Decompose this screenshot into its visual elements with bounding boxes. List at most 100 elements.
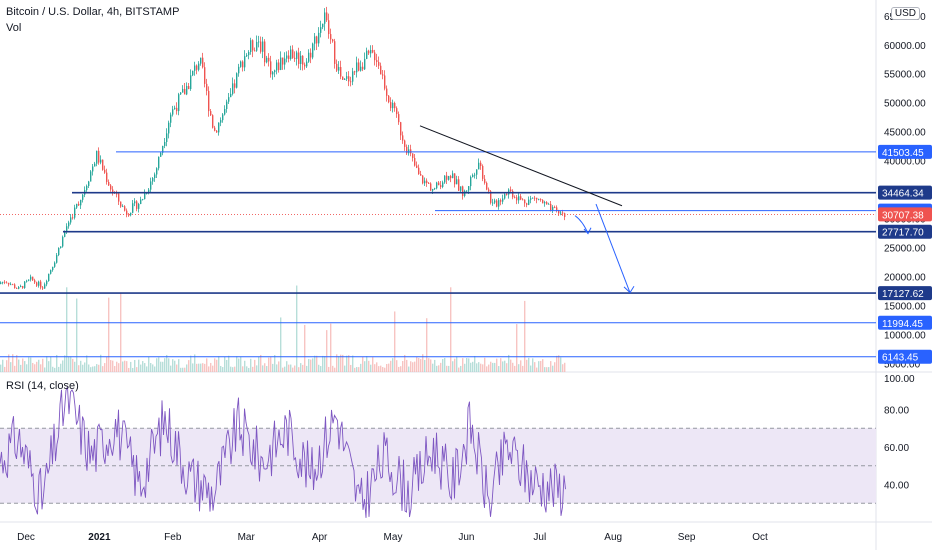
candle-body: [378, 61, 380, 66]
volume-bar: [22, 358, 24, 372]
volume-bar: [464, 363, 466, 372]
volume-bar: [318, 364, 320, 372]
candle-body: [396, 108, 398, 115]
candle-body: [224, 108, 226, 115]
volume-bar: [238, 358, 240, 372]
volume-bar: [120, 292, 122, 372]
price-tag-label: 11994.45: [882, 319, 923, 330]
volume-bar: [478, 362, 480, 372]
rsi-label[interactable]: RSI (14, close): [6, 380, 79, 392]
volume-bar: [206, 358, 208, 372]
candle-body: [394, 102, 396, 109]
volume-bar: [336, 354, 338, 372]
volume-bar: [380, 365, 382, 372]
candle-body: [194, 65, 196, 71]
volume-bar: [52, 366, 54, 372]
candle-body: [560, 212, 562, 214]
volume-bar: [538, 361, 540, 372]
candle-body: [190, 75, 192, 90]
volume-bar: [210, 362, 212, 372]
candle-body: [94, 163, 96, 167]
volume-bar: [246, 366, 248, 372]
volume-bar: [102, 366, 104, 372]
candle-body: [418, 167, 420, 175]
candles: [0, 6, 566, 291]
annotations[interactable]: [419, 125, 635, 294]
rsi-axis[interactable]: 100.00 80.00 60.00 40.00: [884, 374, 915, 492]
candle-body: [308, 52, 310, 62]
volume-bar: [196, 363, 198, 372]
volume-bar: [560, 357, 562, 372]
volume-bar: [304, 324, 306, 372]
volume-bar: [460, 365, 462, 372]
volume-bar: [546, 367, 548, 372]
volume-bar: [396, 360, 398, 372]
candle-body: [232, 83, 234, 94]
candle-body: [32, 276, 34, 281]
volume-bar: [388, 363, 390, 372]
candle-body: [286, 55, 288, 59]
candle-body: [218, 122, 220, 133]
volume-bar: [258, 356, 260, 372]
candle-body: [546, 202, 548, 205]
volume-bar: [356, 367, 358, 372]
candle-body: [130, 212, 132, 216]
candle-body: [440, 185, 442, 187]
volume-bar: [326, 330, 328, 372]
candle-body: [112, 189, 114, 193]
currency-badge[interactable]: USD: [890, 7, 920, 20]
volume-bar: [392, 358, 394, 372]
candle-body: [332, 39, 334, 42]
volume-bar: [140, 364, 142, 372]
candle-body: [506, 194, 508, 195]
volume-bar: [132, 367, 134, 372]
volume-bar: [148, 356, 150, 372]
candle-body: [120, 201, 122, 207]
candle-body: [324, 12, 326, 24]
volume-bar: [68, 356, 70, 372]
volume-bar: [224, 356, 226, 372]
candle-body: [106, 172, 108, 182]
candle-body: [492, 202, 494, 204]
candle-body: [316, 36, 318, 44]
time-axis[interactable]: Dec 2021 Feb Mar Apr May Jun Jul Aug Sep Oct: [17, 532, 768, 543]
candle-body: [376, 60, 378, 62]
volume-bar: [528, 357, 530, 372]
candle-body: [296, 52, 298, 59]
candle-body: [244, 56, 246, 68]
volume-bar: [480, 363, 482, 372]
volume-bar: [80, 360, 82, 372]
candle-body: [340, 67, 342, 77]
candle-body: [160, 152, 162, 157]
price-tick-label: 55000.00: [884, 70, 926, 81]
horizontal-levels[interactable]: [0, 151, 876, 358]
rsi-line: [0, 386, 566, 518]
volume-bar: [516, 324, 518, 372]
candle-body: [530, 198, 532, 200]
candle-body: [404, 140, 406, 147]
volume-bar: [208, 366, 210, 372]
price-tick-label: 15000.00: [884, 301, 926, 312]
volume-bar: [176, 364, 178, 372]
candle-body: [220, 120, 222, 123]
chart-title[interactable]: Bitcoin / U.S. Dollar, 4h, BITSTAMP: [6, 6, 180, 18]
candle-body: [518, 196, 520, 201]
candle-body: [270, 61, 272, 75]
candle-body: [458, 179, 460, 191]
volume-bar: [96, 364, 98, 372]
volume-bar: [316, 355, 318, 372]
candle-body: [156, 168, 158, 175]
candle-body: [8, 282, 10, 285]
volume-bar: [32, 362, 34, 372]
volume-bar: [16, 355, 18, 372]
volume-label[interactable]: Vol: [6, 22, 22, 34]
candle-body: [82, 194, 84, 200]
candle-body: [28, 279, 30, 281]
candle-body: [438, 182, 440, 186]
candle-body: [16, 288, 18, 289]
volume-bar: [552, 365, 554, 372]
candle-body: [208, 90, 210, 112]
candle-body: [256, 42, 258, 51]
volume-bar: [472, 361, 474, 372]
